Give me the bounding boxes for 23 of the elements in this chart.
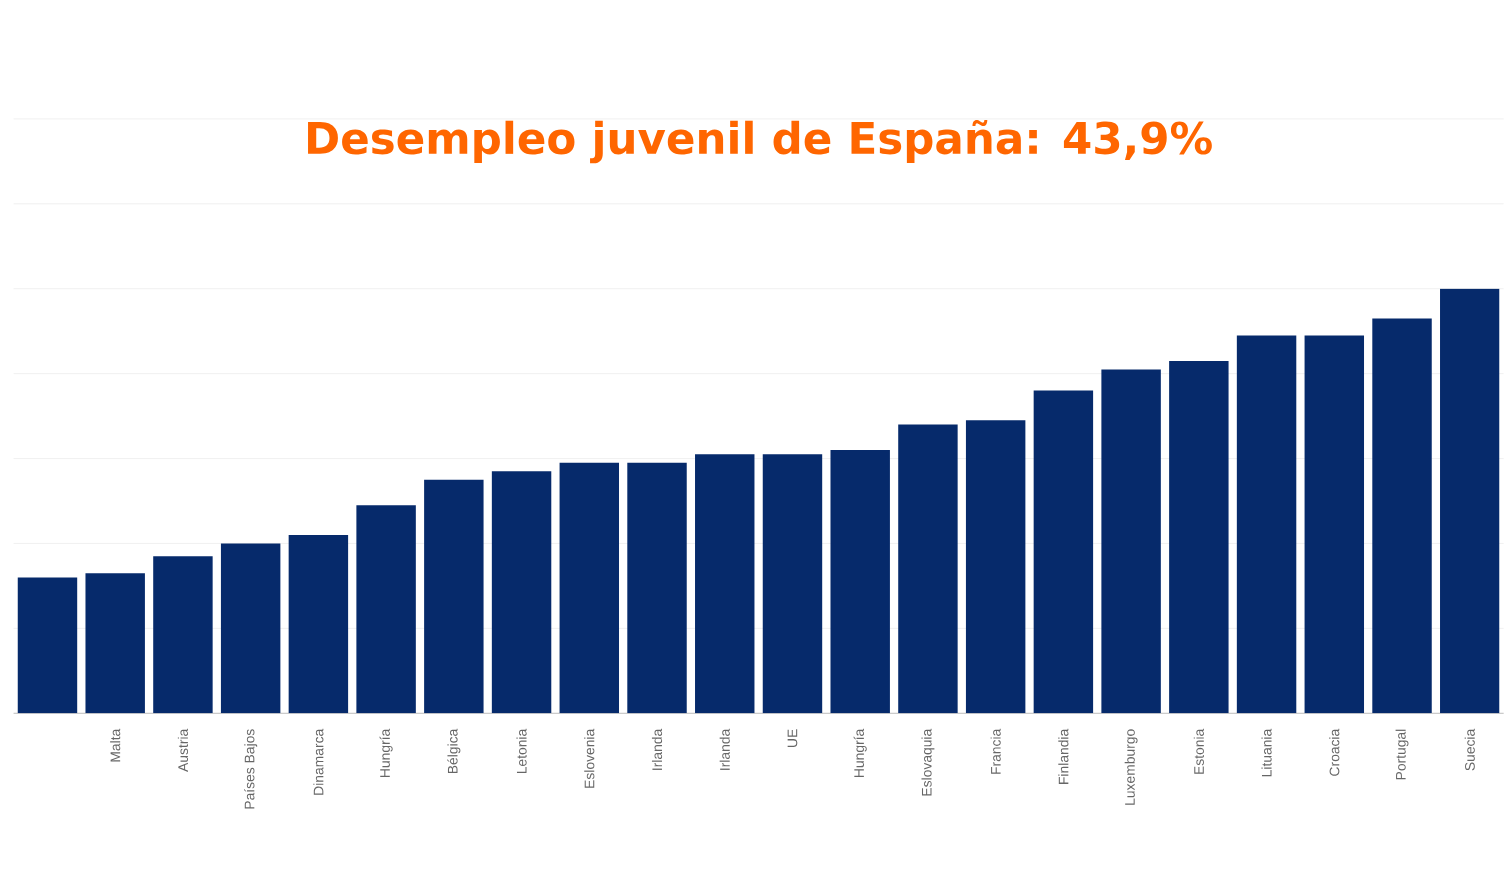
bar: [1440, 288, 1500, 714]
bar: [1033, 390, 1094, 714]
bar: [220, 543, 281, 714]
bar: [1304, 335, 1365, 714]
bar: [559, 462, 620, 714]
bar: [762, 454, 823, 714]
bar: [491, 471, 552, 714]
bar: [898, 424, 958, 714]
bar: [1372, 318, 1432, 714]
bar: [1101, 369, 1161, 714]
bar: [965, 420, 1026, 714]
bar: [1236, 335, 1297, 714]
bar: [627, 462, 687, 714]
bar: [153, 556, 213, 714]
bar: [85, 573, 145, 714]
bar: [288, 535, 349, 714]
bar: [424, 479, 484, 714]
bar: [830, 450, 890, 714]
bar: [17, 577, 78, 714]
chart-title: Desempleo juvenil de España: 43,9%: [308, 120, 1212, 164]
bar: [1169, 360, 1229, 714]
bar: [695, 454, 755, 714]
bar: [356, 505, 416, 714]
